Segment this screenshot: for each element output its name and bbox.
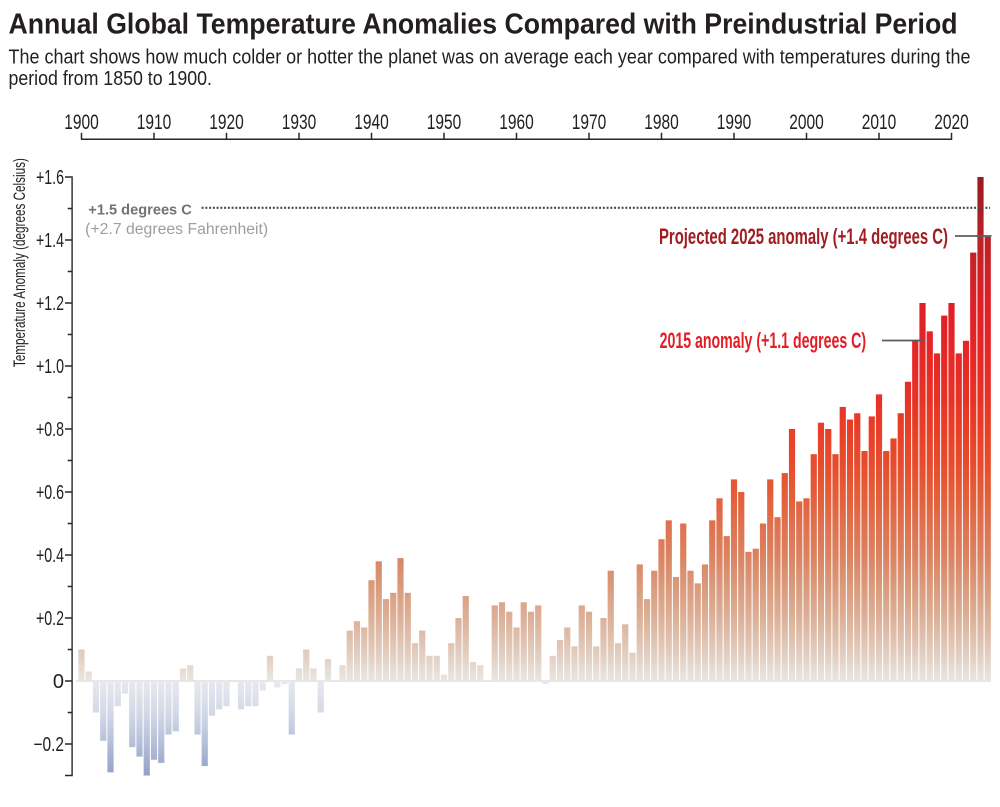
- svg-text:1940: 1940: [354, 111, 389, 134]
- svg-text:The chart shows how much colde: The chart shows how much colder or hotte…: [9, 47, 971, 69]
- svg-text:1980: 1980: [644, 111, 679, 134]
- svg-text:2020: 2020: [934, 111, 969, 134]
- svg-text:2000: 2000: [789, 111, 824, 134]
- svg-text:Temperature Anomaly (degrees C: Temperature Anomaly (degrees Celsius): [10, 158, 29, 367]
- svg-text:1950: 1950: [427, 111, 462, 134]
- svg-text:+1.5 degrees C: +1.5 degrees C: [88, 202, 192, 218]
- svg-text:+0.4: +0.4: [36, 545, 64, 567]
- svg-text:(+2.7 degrees Fahrenheit): (+2.7 degrees Fahrenheit): [85, 221, 268, 238]
- svg-text:2015 anomaly (+1.1 degrees C): 2015 anomaly (+1.1 degrees C): [660, 328, 867, 353]
- svg-text:+1.2: +1.2: [36, 293, 64, 315]
- svg-text:Projected 2025 anomaly (+1.4 d: Projected 2025 anomaly (+1.4 degrees C): [659, 224, 948, 249]
- svg-text:+1.6: +1.6: [36, 167, 64, 189]
- svg-text:+1.0: +1.0: [36, 356, 64, 378]
- svg-text:+0.8: +0.8: [36, 419, 64, 441]
- svg-text:1910: 1910: [137, 111, 172, 134]
- svg-text:1900: 1900: [64, 111, 99, 134]
- svg-text:1990: 1990: [717, 111, 752, 134]
- svg-text:+0.2: +0.2: [36, 608, 64, 630]
- svg-text:+0.6: +0.6: [36, 482, 64, 504]
- svg-text:1960: 1960: [499, 111, 534, 134]
- svg-text:1930: 1930: [282, 111, 317, 134]
- svg-text:1970: 1970: [572, 111, 607, 134]
- svg-text:2010: 2010: [862, 111, 897, 134]
- svg-text:+1.4: +1.4: [36, 230, 64, 252]
- svg-text:Annual Global Temperature Anom: Annual Global Temperature Anomalies Comp…: [9, 9, 958, 41]
- svg-text:−0.2: −0.2: [34, 734, 65, 756]
- svg-text:period from 1850 to 1900.: period from 1850 to 1900.: [9, 68, 213, 90]
- svg-text:0: 0: [53, 671, 64, 693]
- svg-text:1920: 1920: [209, 111, 244, 134]
